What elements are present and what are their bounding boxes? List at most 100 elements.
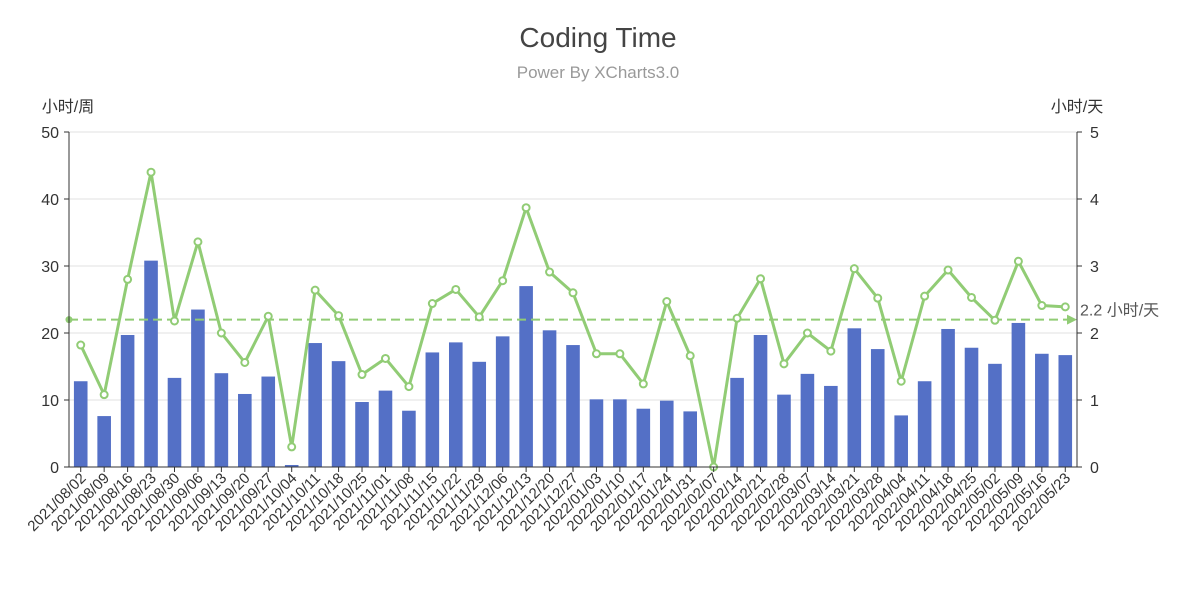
bar	[308, 343, 322, 467]
y-right-tick-label: 3	[1090, 259, 1099, 276]
bar	[284, 464, 299, 467]
line-point	[826, 346, 836, 356]
y-left-tick-label: 0	[50, 460, 59, 477]
line-point	[451, 284, 461, 294]
y-right-tick-label: 0	[1090, 460, 1099, 477]
bar	[355, 402, 369, 467]
bar	[613, 399, 627, 467]
bar	[566, 345, 580, 467]
line-point	[873, 293, 883, 303]
y-right-tick-label: 4	[1090, 192, 1099, 209]
line-point	[638, 379, 648, 389]
bar	[331, 361, 346, 467]
chart-title: Coding Time	[519, 22, 676, 53]
line-point	[146, 167, 156, 177]
line-point	[380, 353, 390, 363]
bar	[214, 373, 229, 467]
bar	[1011, 322, 1026, 467]
bar	[800, 373, 815, 467]
bar	[144, 260, 158, 467]
grid-lines	[69, 131, 1077, 401]
line-point	[685, 351, 695, 361]
line-point	[732, 313, 742, 323]
bar	[870, 349, 885, 467]
line-point	[76, 340, 86, 350]
line-point	[802, 328, 812, 338]
y-left-tick-label: 40	[41, 192, 59, 209]
line-point	[943, 265, 953, 275]
line-point	[123, 274, 133, 284]
tick-labels: 010203040500123452021/08/022021/08/09202…	[24, 125, 1099, 535]
line-point	[967, 292, 977, 302]
line-point	[990, 315, 1000, 325]
average-markline: 2.2 小时/天	[65, 302, 1159, 325]
markline-arrow-icon	[1067, 314, 1077, 325]
bar	[378, 390, 393, 467]
bar	[683, 411, 698, 467]
y-right-tick-label: 5	[1090, 125, 1099, 142]
line-point	[1060, 302, 1070, 312]
line-point	[779, 359, 789, 369]
y-axis-right-label: 小时/天	[1051, 98, 1103, 116]
line-point	[263, 311, 273, 321]
bar	[73, 381, 88, 467]
bar	[402, 410, 416, 467]
bar	[261, 376, 276, 467]
line-point	[310, 285, 320, 295]
bar	[988, 363, 1002, 467]
line-point	[615, 349, 625, 359]
bar	[659, 400, 674, 467]
bar	[894, 415, 908, 467]
line-point	[427, 299, 437, 309]
bar	[917, 381, 932, 467]
line-point	[287, 442, 297, 452]
y-right-tick-label: 2	[1090, 326, 1099, 343]
y-left-tick-label: 30	[41, 259, 59, 276]
line-point	[1013, 256, 1023, 266]
line-point	[99, 390, 109, 400]
line-point	[849, 264, 859, 274]
bar	[97, 416, 111, 467]
line-point	[662, 297, 672, 307]
bar	[941, 328, 955, 467]
line-point	[521, 203, 531, 213]
line-point	[545, 267, 555, 277]
y-right-tick-label: 1	[1090, 393, 1099, 410]
line-point	[568, 288, 578, 298]
line-point	[240, 357, 250, 367]
y-left-tick-label: 50	[41, 125, 59, 142]
y-left-tick-label: 20	[41, 326, 59, 343]
bar	[120, 335, 135, 467]
line-point	[474, 312, 484, 322]
bar-series	[73, 260, 1073, 467]
line-series	[76, 167, 1070, 472]
bar	[519, 286, 533, 467]
markline-label: 2.2 小时/天	[1080, 302, 1159, 320]
bar	[495, 336, 510, 467]
bar	[589, 399, 604, 467]
line-point	[334, 311, 344, 321]
bar	[191, 309, 205, 467]
bar	[472, 361, 487, 467]
line-point	[169, 316, 179, 326]
chart-subtitle: Power By XCharts3.0	[517, 63, 680, 82]
line-point	[357, 370, 367, 380]
bar	[636, 408, 651, 467]
line-point	[1037, 301, 1047, 311]
line-point	[193, 237, 203, 247]
line-point	[216, 328, 226, 338]
line-point	[404, 382, 414, 392]
bar	[824, 385, 838, 467]
bar	[238, 393, 252, 467]
bar	[1035, 353, 1049, 467]
bar	[777, 394, 791, 467]
line-point	[498, 276, 508, 286]
axes	[64, 131, 1082, 472]
bar	[753, 335, 768, 467]
line-point	[591, 349, 601, 359]
y-axis-left-label: 小时/周	[42, 98, 94, 116]
bar	[847, 328, 862, 467]
bar	[542, 330, 557, 467]
